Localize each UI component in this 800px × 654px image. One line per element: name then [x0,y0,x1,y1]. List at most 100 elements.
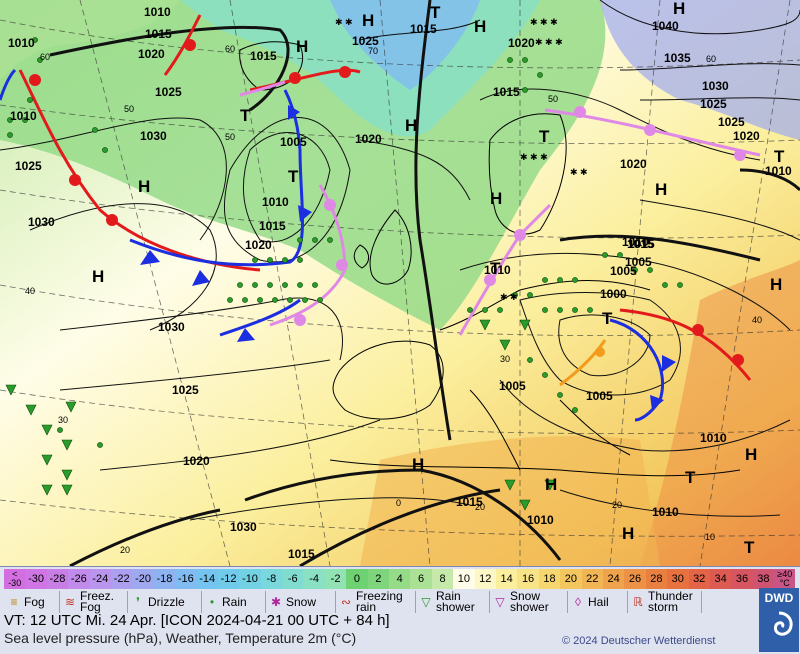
isotherm-label: 30 [500,354,510,364]
isotherm-label: 40 [25,286,35,296]
temperature-scale-step: -2 [324,569,347,589]
isobar-label: 1015 [259,219,286,233]
shower-symbols [5,319,556,511]
temperature-scale-step: 34 [709,569,732,589]
temperature-scale-step: -22 [110,569,133,589]
isobar-label: 1015 [410,22,437,36]
legend-label: Rain shower [436,589,475,614]
low-centre: T [240,106,251,125]
isobar-label: 1010 [144,5,171,19]
isobar-label: 1030 [158,320,185,334]
high-centre: H [745,445,757,464]
low-centre: T [774,147,785,166]
dwd-swirl-icon [774,611,793,636]
low-centre: T [744,538,755,557]
temp-zone-lilac [600,0,800,140]
hail-icon: ◊ [575,594,581,609]
isobar-label: 1025 [700,97,727,111]
temperature-scale-step: -26 [68,569,90,589]
temperature-scale-step: -6 [282,569,304,589]
low-centre: T [602,309,613,328]
isobar-label: 1005 [280,135,307,149]
isotherm-label: 0 [396,498,401,508]
low-centre: T [490,259,501,278]
isobar-label: 1030 [230,520,257,534]
temperature-scale-step: -8 [260,569,283,589]
temperature-scale-step: < -30 [4,569,26,589]
isotherm-label: 20 [612,500,622,510]
temperature-scale-step: -14 [196,569,218,589]
isotherm-labels: 60 50 40 30 70 60 50 40 30 20 10 0 20 20… [25,44,762,555]
isobar-label: 1015 [627,237,654,251]
legend-item: ◊ Hail [568,591,628,613]
isobar-label: 1020 [733,129,760,143]
temperature-scale-step: -30 [25,569,47,589]
temperature-scale-step: -12 [217,569,240,589]
dwd-logo-text: DWD [764,591,794,605]
isobar-label: 1010 [484,263,511,277]
temperature-scale-step: 24 [602,569,625,589]
rain-shower-icon: ▽ [421,594,431,609]
isobar-label: 1010 [8,36,35,50]
isobar-labels: 1010 1010 1015 1020 1025 1030 1025 1030 … [8,5,792,561]
legend-item: ❜ Drizzle [128,591,202,613]
svg-text:✱ ✱ ✱: ✱ ✱ ✱ [530,17,558,27]
isobar-label: 1015 [145,27,172,41]
high-centre: H [655,180,667,199]
temperature-scale-step: 6 [410,569,432,589]
temperature-scale-step: 22 [581,569,603,589]
isotherm-label: 60 [706,54,716,64]
isotherm-label: 40 [752,315,762,325]
temp-zone-africa [360,436,660,566]
legend-item: ✱ Snow [266,591,336,613]
temperature-scale-step: 28 [645,569,668,589]
isobar-label: 1015 [250,49,277,63]
legend-label: Thunder storm [648,589,693,614]
drizzle-icon: ❜ [136,594,140,609]
temperature-scale-step: 16 [517,569,539,589]
isobar-label: 1025 [172,383,199,397]
isobar-label: 1030 [140,129,167,143]
svg-text:✱ ✱ ✱: ✱ ✱ ✱ [520,152,548,162]
isobar-label: 1040 [652,19,679,33]
low-centre: T [288,167,299,186]
isotherm-label: 20 [120,545,130,555]
isobar-label: 1030 [28,215,55,229]
temperature-scale-step: -18 [153,569,176,589]
isobar-label: 1020 [508,36,535,50]
temperature-scale-step: 30 [667,569,689,589]
legend-label: Snow shower [510,589,549,614]
weather-map: ✱ ✱ ✱ ✱ ✱ ✱ ✱ ✱ ✱ ✱ ✱ ✱ ✱ ✱ ✱ 1010 1010 … [0,0,800,566]
temperature-scale-step: -24 [89,569,111,589]
isotherm-label: 70 [368,46,378,56]
isotherm-label: 60 [225,44,235,54]
low-centre: T [430,3,441,22]
legend-label: Drizzle [148,594,185,609]
high-centre: H [296,37,308,56]
temperature-scale-step: -16 [175,569,197,589]
isotherm-label: 50 [548,94,558,104]
isobar-label: 1015 [493,85,520,99]
temperature-scale-step: -4 [303,569,325,589]
isotherm-label: 10 [705,532,715,542]
isobar-label: 1010 [622,235,649,249]
high-centre: H [490,189,502,208]
legend-label: Rain [222,594,247,609]
freezing-fog-icon: ≋ [64,594,76,609]
svg-text:✱ ✱ ✱: ✱ ✱ ✱ [535,37,563,47]
weather-legend: ≡ Fog ≋ Freez. Fog ❜ Drizzle • Rain ✱ Snow ∾ Freezin… [4,589,756,614]
temperature-scale-step: 20 [560,569,582,589]
svg-text:✱ ✱: ✱ ✱ [570,167,588,177]
legend-item: ≡ Fog [4,591,60,613]
temperature-scale-step: -10 [239,569,261,589]
temperature-scale-step: -28 [46,569,69,589]
isobar-label: 1005 [625,255,652,269]
isobar-label: 1020 [245,238,272,252]
high-centre: H [545,475,557,494]
freezing-rain-icon: ∾ [340,594,352,609]
legend-label: Fog [24,594,45,609]
temp-zone-greenland [0,0,180,80]
temperature-scale-step: 2 [367,569,390,589]
temperature-scale-step: 8 [431,569,454,589]
svg-text:✱ ✱: ✱ ✱ [335,17,353,27]
